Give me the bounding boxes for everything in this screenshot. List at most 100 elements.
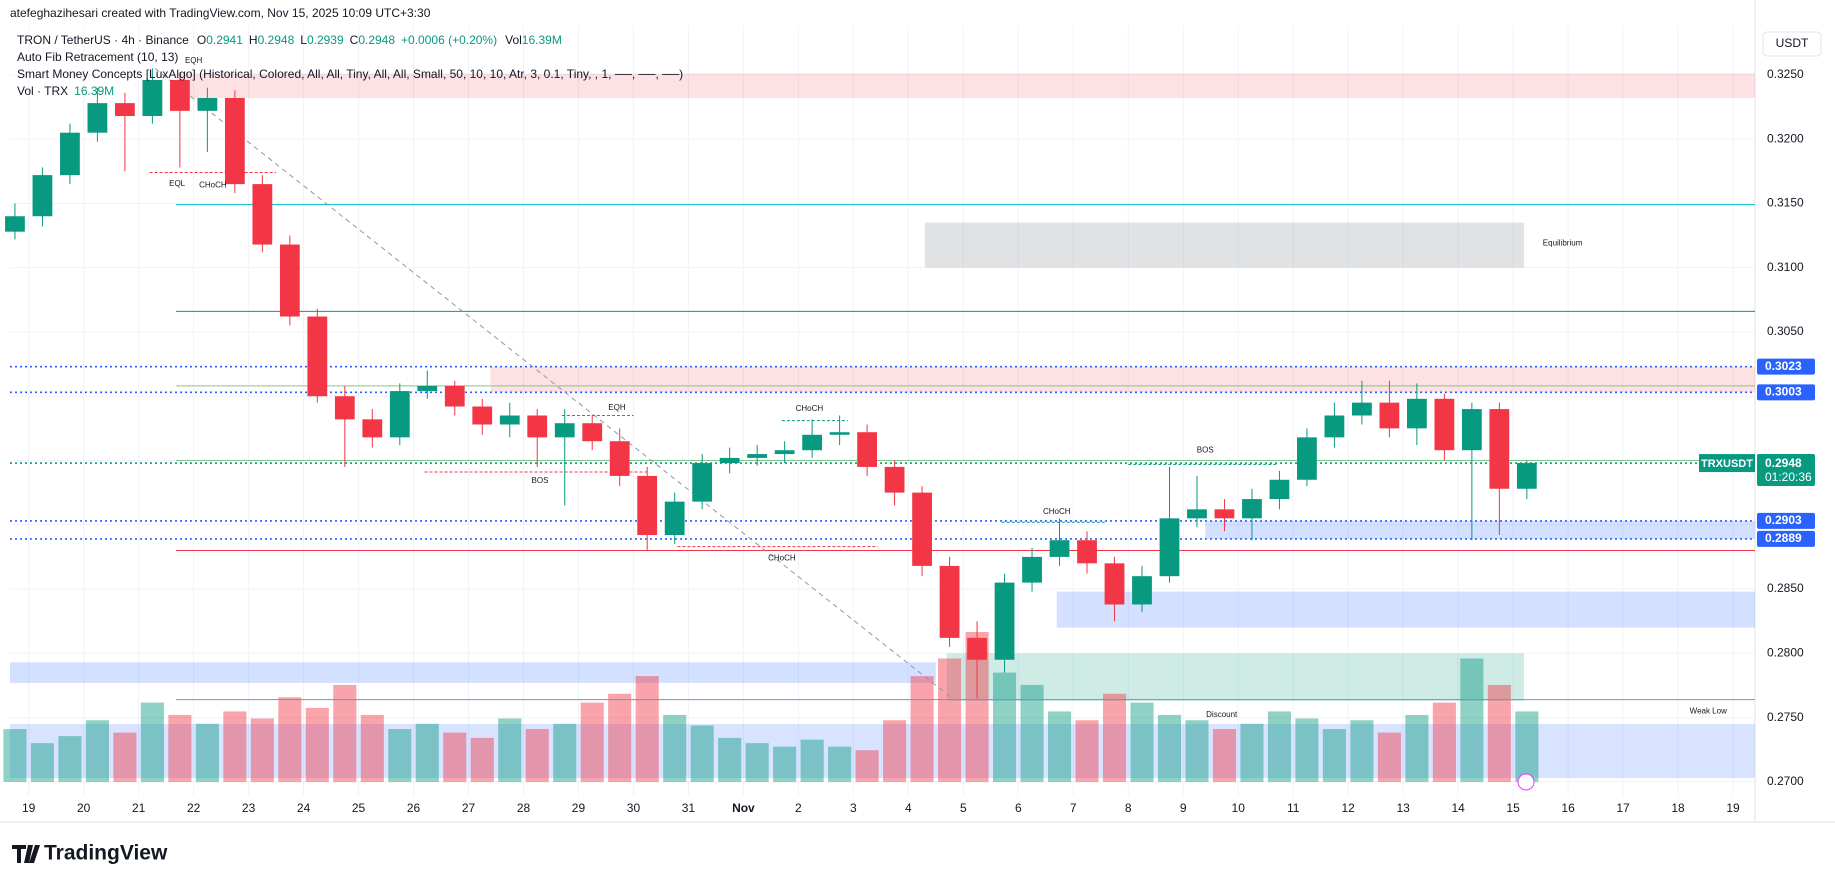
volume-bar bbox=[388, 729, 412, 782]
volume-bar bbox=[1515, 711, 1539, 782]
annotation: Discount bbox=[1206, 710, 1238, 719]
candle-body bbox=[472, 406, 493, 425]
candle-body bbox=[1297, 437, 1317, 480]
candle-body bbox=[1187, 509, 1207, 519]
x-tick-label: 30 bbox=[627, 801, 641, 815]
ohlc-value: 0.2939 bbox=[307, 33, 344, 47]
currency-button[interactable] bbox=[1762, 31, 1822, 57]
x-tick-label: 14 bbox=[1451, 801, 1465, 815]
candle-body bbox=[857, 432, 878, 467]
candle-body bbox=[1434, 398, 1455, 451]
x-tick-label: 11 bbox=[1287, 801, 1300, 815]
candle-body bbox=[252, 184, 273, 245]
candle-body bbox=[499, 415, 520, 425]
y-tick-label: 0.3100 bbox=[1767, 260, 1804, 274]
volume-bar bbox=[993, 672, 1017, 782]
y-tick-label: 0.3250 bbox=[1767, 67, 1804, 81]
volume-bar bbox=[635, 676, 659, 782]
candle-body bbox=[1214, 509, 1235, 519]
candle-body bbox=[774, 450, 795, 455]
x-tick-label: 3 bbox=[850, 801, 857, 815]
vol-value: 16.39M bbox=[522, 33, 562, 47]
x-tick-label: 25 bbox=[352, 801, 366, 815]
y-tick-label: 0.2800 bbox=[1767, 645, 1804, 659]
volume-bar bbox=[745, 743, 769, 782]
volume-bar bbox=[1432, 702, 1456, 782]
currency[interactable]: USDT bbox=[1776, 36, 1809, 50]
annotation: Equilibrium bbox=[1543, 238, 1583, 247]
volume-bar bbox=[470, 737, 494, 782]
y-tick-label: 0.3050 bbox=[1767, 324, 1804, 338]
candle-body bbox=[1132, 576, 1152, 605]
annotation: EQH bbox=[608, 403, 626, 412]
indicator[interactable]: Auto Fib Retracement (10, 13) bbox=[17, 50, 178, 64]
candle-body bbox=[142, 79, 163, 116]
candle-body bbox=[1352, 402, 1372, 416]
symbol: TRON / TetherUS · 4h · Binance bbox=[17, 33, 189, 47]
change: +0.0006 (+0.20%) bbox=[401, 33, 497, 47]
x-tick-label: 19 bbox=[22, 801, 36, 815]
zone bbox=[924, 222, 1525, 268]
candle-body bbox=[444, 385, 465, 407]
volume-bar bbox=[1157, 714, 1182, 782]
x-tick-label: 15 bbox=[1506, 801, 1520, 815]
ohlc-value: 0.2941 bbox=[206, 33, 243, 47]
x-tick-label: 13 bbox=[1396, 801, 1410, 815]
attribution: atefeghazihesari created with TradingVie… bbox=[10, 6, 431, 20]
last-price-tag bbox=[1757, 454, 1815, 487]
volume-bar bbox=[305, 707, 329, 782]
y-tick-label: 0.3200 bbox=[1767, 131, 1804, 145]
price-tag bbox=[1757, 530, 1815, 547]
candle-body bbox=[1269, 479, 1290, 500]
candle-body bbox=[169, 79, 190, 111]
volume-bar bbox=[1350, 720, 1374, 782]
ohlc-value: 0.2948 bbox=[358, 33, 395, 47]
candle-body bbox=[307, 316, 328, 397]
candle-body bbox=[719, 457, 740, 464]
candle-body bbox=[1022, 556, 1042, 583]
x-tick-label: Nov bbox=[732, 801, 755, 815]
x-tick-label: 6 bbox=[1015, 801, 1022, 815]
volume-bar bbox=[1130, 702, 1154, 782]
candle-body bbox=[554, 423, 575, 438]
y-tick-label: 0.2750 bbox=[1767, 710, 1804, 724]
zone bbox=[10, 662, 936, 683]
candle-body bbox=[829, 432, 850, 435]
x-tick-label: 19 bbox=[1726, 801, 1740, 815]
volume-bar bbox=[85, 720, 109, 782]
volume-bar bbox=[1267, 711, 1291, 782]
symbol-tag bbox=[1699, 454, 1755, 473]
zone bbox=[10, 724, 1755, 779]
x-tick-label: 12 bbox=[1341, 801, 1355, 815]
candle-body bbox=[939, 565, 960, 638]
volume-bar bbox=[30, 743, 54, 782]
zone bbox=[490, 366, 1756, 393]
volume-bar bbox=[1212, 729, 1237, 782]
candle-body bbox=[747, 454, 768, 458]
volume-bar bbox=[525, 729, 549, 782]
candle-body bbox=[802, 434, 823, 451]
volume-bar bbox=[168, 714, 192, 782]
x-tick-label: 28 bbox=[517, 801, 531, 815]
countdown: 01:20:36 bbox=[1765, 470, 1812, 484]
candle-body bbox=[279, 244, 300, 317]
ohlc-label: H bbox=[249, 33, 258, 47]
price-tag-label: 0.2889 bbox=[1765, 531, 1802, 545]
volume-bar bbox=[1047, 711, 1072, 782]
candle-body bbox=[1242, 499, 1262, 519]
zone bbox=[177, 73, 1756, 98]
last-price-label: 0.2948 bbox=[1765, 456, 1802, 470]
volume-bar bbox=[663, 714, 687, 782]
price-tag-label: 0.3003 bbox=[1765, 385, 1802, 399]
x-tick-label: 31 bbox=[682, 801, 696, 815]
volume-bar bbox=[1322, 729, 1346, 782]
candle-body bbox=[197, 97, 218, 111]
candle-body bbox=[334, 396, 355, 420]
alert-icon[interactable] bbox=[1517, 773, 1535, 791]
indicator[interactable]: Vol · TRX 16.39M bbox=[17, 84, 114, 98]
indicator[interactable]: Smart Money Concepts [LuxAlgo] (Historic… bbox=[17, 67, 683, 81]
x-tick-label: 16 bbox=[1561, 801, 1575, 815]
candle-body bbox=[527, 415, 548, 438]
